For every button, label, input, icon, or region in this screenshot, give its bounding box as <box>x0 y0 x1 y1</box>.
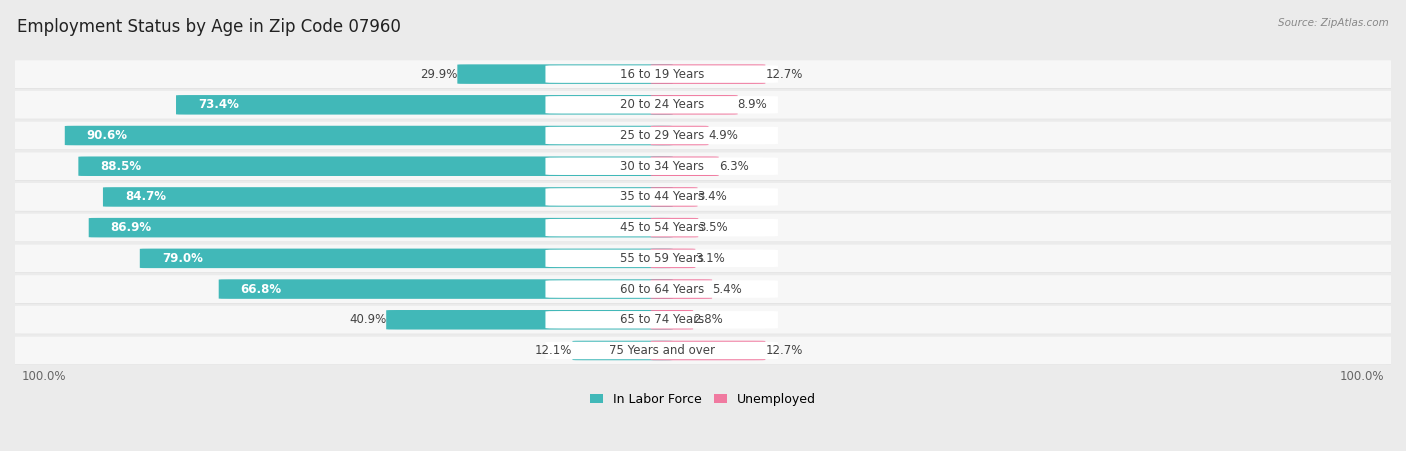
FancyBboxPatch shape <box>546 127 778 144</box>
FancyBboxPatch shape <box>1 60 1405 88</box>
FancyBboxPatch shape <box>546 249 778 267</box>
Text: 3.1%: 3.1% <box>696 252 725 265</box>
FancyBboxPatch shape <box>1 275 1405 303</box>
FancyBboxPatch shape <box>651 64 765 84</box>
FancyBboxPatch shape <box>176 95 672 115</box>
FancyBboxPatch shape <box>219 279 672 299</box>
FancyBboxPatch shape <box>1 183 1405 211</box>
Text: 60 to 64 Years: 60 to 64 Years <box>620 283 704 295</box>
FancyBboxPatch shape <box>1 214 1405 242</box>
FancyBboxPatch shape <box>572 341 672 360</box>
Text: 90.6%: 90.6% <box>87 129 128 142</box>
FancyBboxPatch shape <box>651 187 697 207</box>
FancyBboxPatch shape <box>79 156 672 176</box>
Text: 40.9%: 40.9% <box>349 313 387 326</box>
Text: 6.3%: 6.3% <box>718 160 748 173</box>
FancyBboxPatch shape <box>1 337 1405 365</box>
Text: 29.9%: 29.9% <box>420 68 457 81</box>
FancyBboxPatch shape <box>546 219 778 236</box>
FancyBboxPatch shape <box>546 281 778 298</box>
FancyBboxPatch shape <box>1 245 1405 273</box>
Text: 30 to 34 Years: 30 to 34 Years <box>620 160 704 173</box>
Text: 4.9%: 4.9% <box>709 129 738 142</box>
Text: 55 to 59 Years: 55 to 59 Years <box>620 252 704 265</box>
FancyBboxPatch shape <box>1 214 1405 242</box>
Text: 84.7%: 84.7% <box>125 190 166 203</box>
FancyBboxPatch shape <box>1 152 1405 180</box>
Text: 66.8%: 66.8% <box>240 283 281 295</box>
FancyBboxPatch shape <box>651 341 765 360</box>
FancyBboxPatch shape <box>546 157 778 175</box>
Text: 35 to 44 Years: 35 to 44 Years <box>620 190 704 203</box>
FancyBboxPatch shape <box>65 126 672 145</box>
FancyBboxPatch shape <box>546 188 778 206</box>
FancyBboxPatch shape <box>387 310 672 330</box>
Text: 5.4%: 5.4% <box>711 283 742 295</box>
FancyBboxPatch shape <box>651 218 699 237</box>
FancyBboxPatch shape <box>651 95 738 115</box>
FancyBboxPatch shape <box>103 187 672 207</box>
Text: 75 Years and over: 75 Years and over <box>609 344 714 357</box>
Text: Employment Status by Age in Zip Code 07960: Employment Status by Age in Zip Code 079… <box>17 18 401 36</box>
FancyBboxPatch shape <box>139 249 672 268</box>
FancyBboxPatch shape <box>1 122 1405 149</box>
Text: 86.9%: 86.9% <box>111 221 152 234</box>
Text: 12.7%: 12.7% <box>765 68 803 81</box>
Text: 3.4%: 3.4% <box>697 190 727 203</box>
FancyBboxPatch shape <box>546 65 778 83</box>
Text: 73.4%: 73.4% <box>198 98 239 111</box>
FancyBboxPatch shape <box>546 311 778 328</box>
Text: 8.9%: 8.9% <box>738 98 768 111</box>
Text: 2.8%: 2.8% <box>693 313 723 326</box>
FancyBboxPatch shape <box>651 126 709 145</box>
FancyBboxPatch shape <box>651 156 718 176</box>
Text: 100.0%: 100.0% <box>1340 370 1384 383</box>
FancyBboxPatch shape <box>1 91 1405 119</box>
FancyBboxPatch shape <box>1 336 1405 364</box>
FancyBboxPatch shape <box>1 91 1405 119</box>
Text: 79.0%: 79.0% <box>162 252 202 265</box>
Text: 25 to 29 Years: 25 to 29 Years <box>620 129 704 142</box>
Text: Source: ZipAtlas.com: Source: ZipAtlas.com <box>1278 18 1389 28</box>
Text: 45 to 54 Years: 45 to 54 Years <box>620 221 704 234</box>
Text: 12.7%: 12.7% <box>765 344 803 357</box>
FancyBboxPatch shape <box>1 276 1405 304</box>
FancyBboxPatch shape <box>1 306 1405 334</box>
Legend: In Labor Force, Unemployed: In Labor Force, Unemployed <box>591 393 815 406</box>
FancyBboxPatch shape <box>1 60 1405 88</box>
Text: 65 to 74 Years: 65 to 74 Years <box>620 313 704 326</box>
Text: 20 to 24 Years: 20 to 24 Years <box>620 98 704 111</box>
FancyBboxPatch shape <box>1 244 1405 272</box>
FancyBboxPatch shape <box>651 249 696 268</box>
FancyBboxPatch shape <box>1 183 1405 211</box>
FancyBboxPatch shape <box>89 218 672 237</box>
Text: 12.1%: 12.1% <box>536 344 572 357</box>
Text: 3.5%: 3.5% <box>699 221 728 234</box>
Text: 16 to 19 Years: 16 to 19 Years <box>620 68 704 81</box>
Text: 88.5%: 88.5% <box>100 160 142 173</box>
FancyBboxPatch shape <box>546 96 778 114</box>
FancyBboxPatch shape <box>1 122 1405 150</box>
FancyBboxPatch shape <box>457 64 672 84</box>
Text: 100.0%: 100.0% <box>22 370 66 383</box>
FancyBboxPatch shape <box>546 342 778 359</box>
FancyBboxPatch shape <box>651 279 711 299</box>
FancyBboxPatch shape <box>1 306 1405 334</box>
FancyBboxPatch shape <box>1 152 1405 180</box>
FancyBboxPatch shape <box>651 310 693 330</box>
